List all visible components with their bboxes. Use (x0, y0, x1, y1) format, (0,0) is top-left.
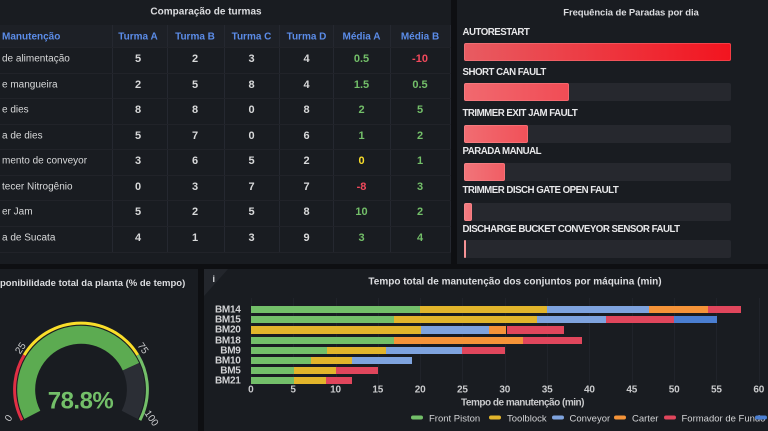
svg-text:0: 0 (3, 413, 15, 424)
svg-text:25: 25 (13, 341, 29, 357)
svg-text:78.8%: 78.8% (48, 388, 114, 415)
